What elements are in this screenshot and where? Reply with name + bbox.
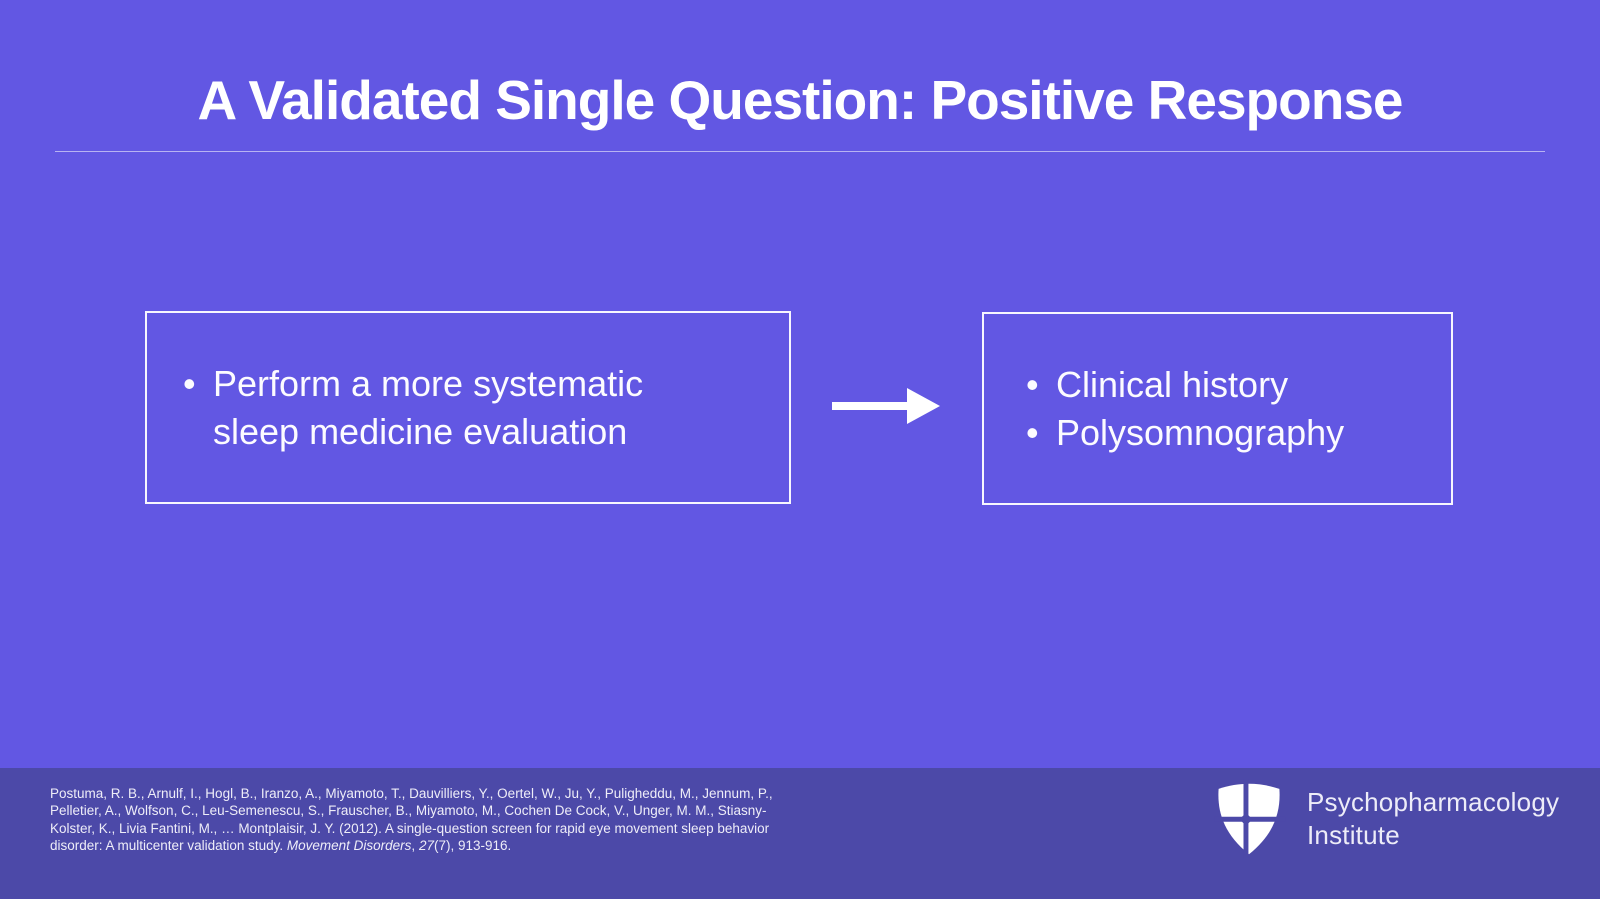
citation-post: (7), 913-916.: [433, 837, 512, 853]
citation-sep: ,: [411, 837, 419, 853]
right-arrow-icon: [832, 388, 940, 424]
title-divider: [55, 151, 1545, 152]
citation-volume: 27: [418, 837, 434, 853]
list-item: • Clinical history: [1026, 361, 1451, 409]
brand-name-line2: Institute: [1307, 819, 1400, 850]
right-box-text-2: Polysomnography: [1056, 411, 1345, 453]
bullet-icon: •: [1026, 363, 1039, 405]
right-info-box: • Clinical history • Polysomnography: [982, 312, 1453, 505]
bullet-icon: •: [1026, 411, 1039, 453]
bullet-icon: •: [183, 362, 196, 404]
page-title: A Validated Single Question: Positive Re…: [197, 69, 1403, 131]
left-info-box: • Perform a more systematic sleep medici…: [145, 311, 791, 504]
footer-bar: Postuma, R. B., Arnulf, I., Hogl, B., Ir…: [0, 768, 1600, 899]
list-item: • Perform a more systematic sleep medici…: [183, 360, 789, 456]
right-box-text-1: Clinical history: [1056, 363, 1289, 405]
citation-text: Postuma, R. B., Arnulf, I., Hogl, B., Ir…: [50, 785, 810, 854]
left-box-text: Perform a more systematic sleep medicine…: [213, 362, 644, 452]
brand-logo: Psychopharmacology Institute: [1211, 779, 1559, 858]
brand-name-line1: Psychopharmacology: [1307, 786, 1560, 817]
citation-pre: Postuma, R. B., Arnulf, I., Hogl, B., Ir…: [50, 786, 773, 853]
citation-journal: Movement Disorders: [286, 837, 412, 853]
brand-name: Psychopharmacology Institute: [1307, 786, 1559, 852]
shield-cross-icon: [1214, 779, 1286, 858]
list-item: • Polysomnography: [1026, 409, 1451, 457]
